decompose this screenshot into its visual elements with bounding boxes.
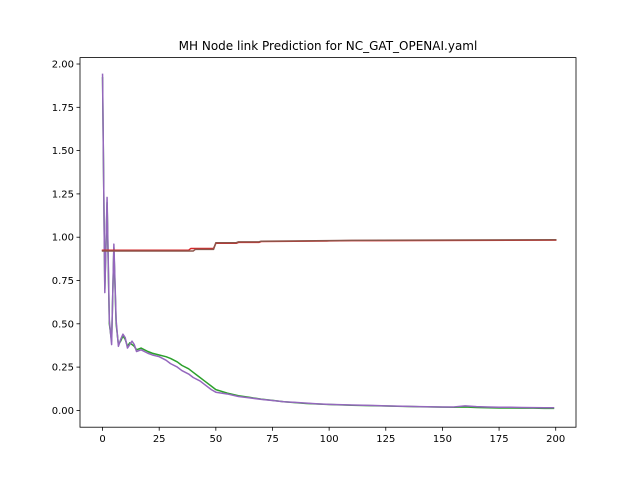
y-tick-label: 1.25 — [52, 189, 74, 200]
x-tick-label: 175 — [490, 434, 509, 445]
series-line-2 — [101, 73, 555, 409]
y-tick-label: 0.75 — [52, 276, 74, 287]
y-tick-label: 0.50 — [52, 319, 74, 330]
x-tick-label: 75 — [266, 434, 279, 445]
x-axis-ticks: 0 25 50 75 100 125 150 175 200 — [99, 427, 565, 445]
y-axis-ticks: 0.00 0.25 0.50 0.75 1.00 1.25 1.50 1.75 2.00 — [52, 60, 80, 417]
x-tick-label: 25 — [153, 434, 166, 445]
y-tick-label: 0.00 — [52, 406, 74, 417]
x-tick-label: 0 — [99, 434, 105, 445]
plot-frame — [79, 57, 577, 428]
y-tick-label: 1.00 — [52, 233, 74, 244]
y-tick-label: 2.00 — [52, 60, 74, 71]
x-tick-label: 50 — [209, 434, 222, 445]
plot-lines — [101, 73, 557, 410]
x-tick-label: 150 — [433, 434, 452, 445]
x-tick-label: 100 — [320, 434, 339, 445]
x-tick-label: 200 — [546, 434, 565, 445]
chart-title: MH Node link Prediction for NC_GAT_OPENA… — [179, 39, 478, 53]
y-tick-label: 1.50 — [52, 146, 74, 157]
x-tick-label: 125 — [376, 434, 395, 445]
y-tick-label: 0.25 — [52, 363, 74, 374]
series-line-4 — [101, 239, 557, 252]
y-tick-label: 1.75 — [52, 103, 74, 114]
